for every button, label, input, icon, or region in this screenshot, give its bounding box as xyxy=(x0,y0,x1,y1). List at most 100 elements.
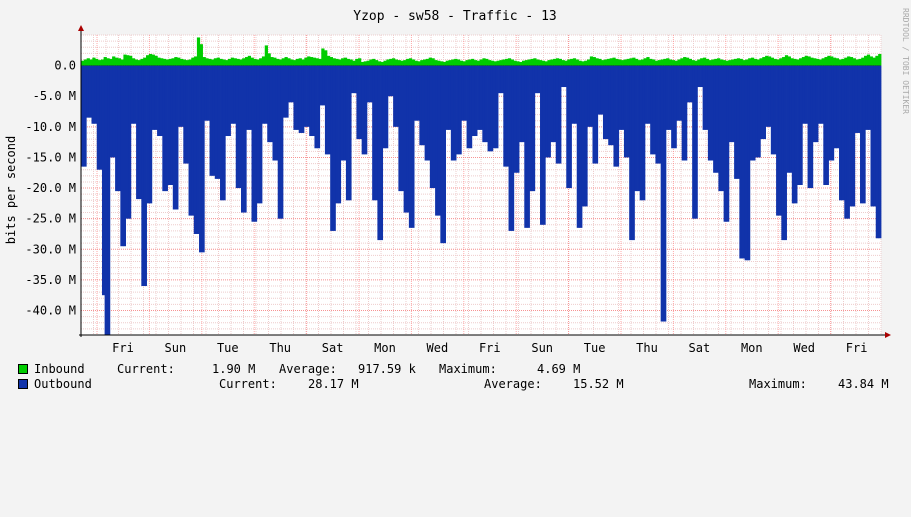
outbound-bar xyxy=(734,65,738,179)
x-axis-arrow xyxy=(885,332,891,338)
outbound-bar xyxy=(529,65,533,192)
outbound-bar xyxy=(723,65,727,222)
outbound-bar xyxy=(233,65,237,124)
outbound-bar xyxy=(241,65,245,213)
outbound-bar xyxy=(818,65,822,124)
outbound-bar xyxy=(484,65,488,143)
inbound-bar xyxy=(281,58,285,66)
inbound-bar xyxy=(782,57,786,66)
outbound-bar xyxy=(547,65,551,158)
outbound-bar xyxy=(537,65,541,94)
outbound-bar xyxy=(839,65,843,201)
outbound-bar xyxy=(540,65,544,225)
inbound-bar xyxy=(878,53,882,66)
outbound-bar xyxy=(747,65,751,261)
outbound-bar xyxy=(81,65,85,167)
outbound-bar xyxy=(762,65,766,140)
inbound-bar xyxy=(485,58,489,66)
outbound-bar xyxy=(395,65,399,127)
outbound-bar xyxy=(744,65,748,261)
outbound-bar xyxy=(96,65,100,170)
outbound-bar xyxy=(605,65,609,140)
outbound-bar xyxy=(849,65,853,207)
outbound-bar xyxy=(327,65,331,155)
inbound-bar xyxy=(527,59,531,66)
inbound-bar xyxy=(358,58,362,66)
outbound-bar xyxy=(390,65,394,97)
outbound-bar xyxy=(301,65,305,133)
inbound-bar xyxy=(261,56,266,66)
inbound-bar xyxy=(793,58,797,66)
outbound-bar xyxy=(495,65,499,149)
inbound-bar xyxy=(745,59,749,66)
outbound-bar xyxy=(752,65,756,161)
outbound-bar xyxy=(162,65,166,192)
inbound-bar xyxy=(547,60,551,66)
outbound-bar xyxy=(122,65,126,247)
outbound-bar xyxy=(143,65,147,287)
outbound-bar xyxy=(568,65,572,189)
outbound-bar xyxy=(689,65,693,103)
inbound-bar xyxy=(835,58,839,66)
outbound-bar xyxy=(109,65,113,158)
inbound-bar xyxy=(479,59,483,66)
inbound-bar xyxy=(143,57,147,66)
inbound-bar xyxy=(488,60,492,66)
x-tick-label: Sat xyxy=(689,341,711,355)
outbound-bar xyxy=(715,65,719,173)
inbound-bar xyxy=(445,60,449,66)
inbound-bar xyxy=(228,58,232,66)
outbound-bar xyxy=(852,65,856,207)
inbound-bar xyxy=(225,60,229,66)
outbound-bar xyxy=(647,65,651,124)
inbound-bar xyxy=(440,61,444,66)
inbound-bar xyxy=(332,58,336,66)
inbound-bar xyxy=(561,60,565,66)
inbound-bar xyxy=(318,58,322,66)
x-tick-label: Sun xyxy=(165,341,187,355)
inbound-bar xyxy=(830,56,834,66)
outbound-bar xyxy=(290,65,294,103)
outbound-bar xyxy=(721,65,725,192)
inbound-bar xyxy=(626,58,630,66)
legend-row-outbound: Outbound Current: 28.17 M Average: 15.52… xyxy=(0,377,911,391)
outbound-bar xyxy=(553,65,557,143)
inbound-bar xyxy=(168,58,172,66)
outbound-bar xyxy=(220,65,224,201)
inbound-bar xyxy=(717,58,721,66)
inbound-bar xyxy=(493,61,497,66)
inbound-bar xyxy=(705,58,709,66)
inbound-bar xyxy=(380,61,384,66)
outbound-bar xyxy=(823,65,827,185)
outbound-bar xyxy=(458,65,462,155)
outbound-bar xyxy=(846,65,850,219)
outbound-bar xyxy=(474,65,478,137)
inbound-bar xyxy=(259,58,263,66)
inbound-bar xyxy=(307,56,311,66)
outbound-bar xyxy=(650,65,654,155)
inbound-bar xyxy=(858,58,862,66)
outbound-bar xyxy=(492,65,496,149)
outbound-bar xyxy=(306,65,310,127)
inbound-bar xyxy=(584,60,588,66)
inbound-bar xyxy=(668,59,673,66)
inbound-bar xyxy=(360,61,365,66)
inbound-bar xyxy=(338,59,342,66)
inbound-bar xyxy=(120,59,124,66)
outbound-bar xyxy=(222,65,226,201)
inbound-bar xyxy=(564,60,568,66)
outbound-bar xyxy=(519,65,523,143)
outbound-bar xyxy=(380,65,384,241)
outbound-bar xyxy=(293,65,297,130)
inbound-bar xyxy=(403,60,407,66)
outbound-bar xyxy=(833,65,837,149)
inbound-bar xyxy=(660,59,664,66)
outbound-bar xyxy=(408,65,412,228)
outbound-bar xyxy=(314,65,318,149)
inbound-bar xyxy=(448,60,452,66)
outbound-bar xyxy=(180,65,184,127)
outbound-bar xyxy=(445,65,449,130)
inbound-bar xyxy=(256,59,260,66)
inbound-bar xyxy=(278,59,283,66)
inbound-bar xyxy=(182,59,186,66)
